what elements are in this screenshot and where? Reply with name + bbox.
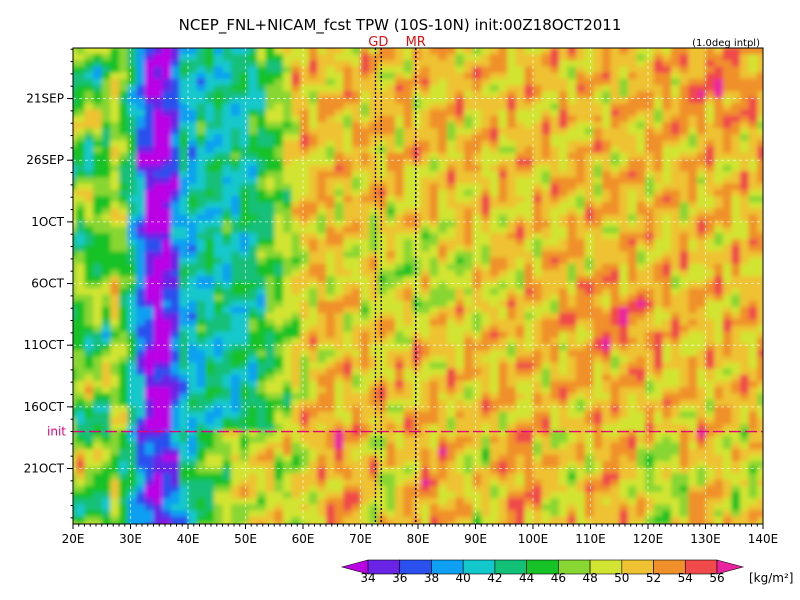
x-tick-label: 30E <box>119 532 142 546</box>
x-tick-label: 120E <box>633 532 664 546</box>
station-label-mr: MR <box>406 35 426 50</box>
x-tick-label: 50E <box>234 532 257 546</box>
colorbar-level-label: 34 <box>360 571 375 585</box>
x-tick-label: 20E <box>62 532 85 546</box>
colorbar-level-label: 42 <box>487 571 502 585</box>
station-lines <box>374 48 417 524</box>
init-label: init <box>47 425 66 439</box>
resolution-note: (1.0deg intpl) <box>692 38 760 49</box>
colorbar-level-label: 38 <box>424 571 439 585</box>
colorbar-level-label: 56 <box>709 571 724 585</box>
station-labels: GD MR <box>368 35 426 50</box>
y-tick-label: 1OCT <box>31 215 64 229</box>
grid-lines <box>73 48 763 524</box>
x-tick-label: 80E <box>407 532 430 546</box>
colorbar-level-label: 50 <box>614 571 629 585</box>
plot-area <box>73 48 763 524</box>
colorbar-level-label: 48 <box>582 571 597 585</box>
colorbar-level-label: 46 <box>551 571 566 585</box>
y-tick-label: 26SEP <box>26 153 64 167</box>
x-tick-label: 60E <box>292 532 315 546</box>
x-tick-label: 140E <box>748 532 779 546</box>
tpw-heatmap <box>73 48 763 524</box>
station-label-gd: GD <box>368 35 388 50</box>
chart-title: NCEP_FNL+NICAM_fcst TPW (10S-10N) init:0… <box>179 16 622 35</box>
x-tick-label: 100E <box>518 532 549 546</box>
colorbar-level-label: 44 <box>519 571 534 585</box>
colorbar-high-arrow <box>716 559 745 575</box>
colorbar-level-label: 36 <box>392 571 407 585</box>
y-axis: 21SEP 26SEP 1OCT 6OCT 11OCT 16OCT 21OCT <box>24 48 73 519</box>
x-tick-label: 40E <box>177 532 200 546</box>
y-tick-label: 16OCT <box>24 400 65 414</box>
y-tick-label: 6OCT <box>31 277 64 291</box>
x-tick-label: 70E <box>349 532 372 546</box>
colorbar-unit-label: [kg/m²] <box>749 571 793 585</box>
x-tick-label: 130E <box>690 532 721 546</box>
y-tick-label: 11OCT <box>24 338 65 352</box>
colorbar-level-label: 40 <box>456 571 471 585</box>
y-tick-label: 21OCT <box>24 462 65 476</box>
colorbar: 34 36 38 40 42 44 46 48 50 52 54 56 <box>340 559 745 585</box>
x-tick-label: 110E <box>575 532 606 546</box>
colorbar-level-label: 54 <box>678 571 693 585</box>
x-tick-label: 90E <box>464 532 487 546</box>
y-tick-label: 21SEP <box>26 92 64 106</box>
colorbar-level-label: 52 <box>646 571 661 585</box>
x-axis: 20E 30E 40E 50E 60E 70E 80E 90E 100E 110E 120E 130E… <box>62 524 779 546</box>
